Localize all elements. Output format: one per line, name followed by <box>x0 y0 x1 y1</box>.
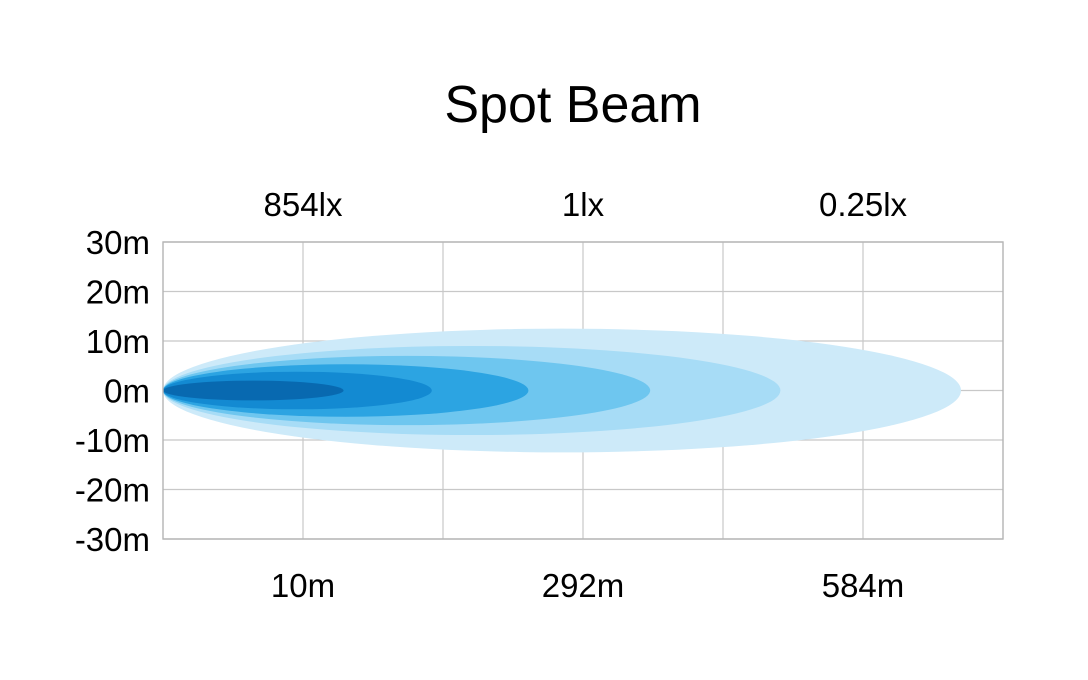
lux-label: 1lx <box>562 186 605 223</box>
distance-labels: 10m 292m 584m <box>271 567 904 604</box>
distance-label: 292m <box>542 567 625 604</box>
beam-zone-6 <box>163 380 344 401</box>
lux-label: 0.25lx <box>819 186 908 223</box>
y-axis-ticks: 30m 20m 10m 0m -10m -20m -30m <box>75 224 150 558</box>
y-tick-label: -30m <box>75 521 150 558</box>
y-tick-label: -10m <box>75 422 150 459</box>
y-tick-label: 30m <box>86 224 150 261</box>
y-tick-label: 0m <box>104 373 150 410</box>
y-tick-label: 10m <box>86 323 150 360</box>
beam-pattern <box>163 328 961 453</box>
chart-title: Spot Beam <box>444 76 701 134</box>
y-tick-label: -20m <box>75 472 150 509</box>
plot-frame <box>162 241 1004 540</box>
distance-label: 10m <box>271 567 335 604</box>
y-tick-label: 20m <box>86 274 150 311</box>
lux-label: 854lx <box>264 186 343 223</box>
distance-label: 584m <box>822 567 905 604</box>
lux-labels: 854lx 1lx 0.25lx <box>264 186 908 223</box>
